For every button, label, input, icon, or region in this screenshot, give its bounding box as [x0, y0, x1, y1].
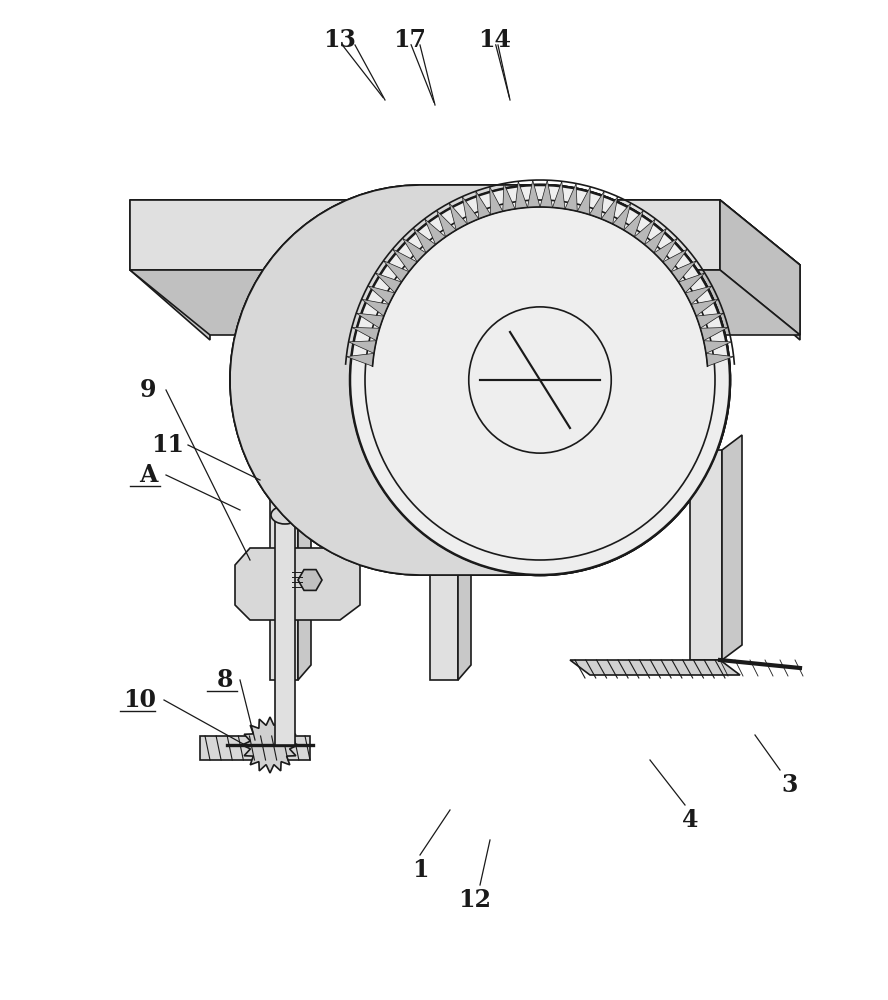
Ellipse shape [350, 185, 730, 575]
Polygon shape [552, 181, 565, 209]
Polygon shape [678, 273, 705, 293]
Text: 4: 4 [682, 808, 698, 832]
Polygon shape [130, 270, 800, 335]
Polygon shape [242, 717, 298, 773]
Polygon shape [613, 203, 630, 230]
Bar [200, 736, 310, 760]
Text: 9: 9 [139, 378, 156, 402]
Polygon shape [686, 286, 712, 304]
Text: 8: 8 [217, 668, 234, 692]
Ellipse shape [230, 185, 610, 575]
Polygon shape [540, 180, 552, 207]
Ellipse shape [350, 185, 730, 575]
Polygon shape [130, 200, 800, 265]
Polygon shape [703, 341, 732, 353]
Polygon shape [489, 187, 503, 215]
Polygon shape [424, 219, 446, 244]
Polygon shape [515, 181, 527, 209]
Polygon shape [634, 219, 655, 244]
Polygon shape [298, 435, 311, 680]
Polygon shape [671, 261, 696, 282]
Polygon shape [270, 450, 298, 680]
Polygon shape [503, 183, 515, 211]
Polygon shape [527, 180, 540, 207]
Polygon shape [368, 286, 395, 304]
Polygon shape [720, 200, 800, 340]
Polygon shape [402, 238, 426, 262]
Polygon shape [706, 353, 733, 366]
Polygon shape [449, 203, 467, 230]
Text: 14: 14 [479, 28, 511, 52]
Polygon shape [384, 261, 409, 282]
Polygon shape [601, 197, 618, 224]
Polygon shape [476, 191, 491, 219]
Polygon shape [265, 435, 316, 450]
Polygon shape [645, 228, 667, 253]
Polygon shape [235, 548, 360, 620]
Polygon shape [463, 197, 479, 224]
Polygon shape [356, 313, 384, 328]
Ellipse shape [271, 506, 299, 524]
Text: 17: 17 [393, 28, 426, 52]
Polygon shape [130, 200, 800, 265]
Ellipse shape [230, 185, 610, 575]
Polygon shape [720, 200, 800, 335]
Text: 13: 13 [323, 28, 356, 52]
Polygon shape [349, 341, 377, 353]
Polygon shape [350, 185, 540, 575]
Polygon shape [690, 450, 722, 660]
Polygon shape [298, 570, 322, 590]
Polygon shape [623, 210, 644, 237]
Polygon shape [130, 200, 720, 270]
Text: A: A [139, 463, 157, 487]
Polygon shape [458, 415, 471, 680]
Polygon shape [696, 313, 724, 328]
Polygon shape [662, 249, 687, 272]
Polygon shape [275, 515, 295, 745]
Polygon shape [425, 415, 476, 430]
Polygon shape [654, 238, 678, 262]
Polygon shape [437, 210, 456, 237]
Text: 11: 11 [152, 433, 185, 457]
Polygon shape [361, 299, 389, 316]
Polygon shape [230, 185, 540, 575]
Polygon shape [701, 327, 728, 341]
Text: 10: 10 [123, 688, 156, 712]
Polygon shape [376, 273, 401, 293]
Ellipse shape [350, 185, 730, 575]
Polygon shape [413, 228, 435, 253]
Polygon shape [590, 191, 604, 219]
Polygon shape [565, 183, 577, 211]
Polygon shape [392, 249, 417, 272]
Polygon shape [420, 185, 730, 575]
Text: 1: 1 [412, 858, 428, 882]
Polygon shape [352, 327, 380, 341]
Polygon shape [722, 435, 742, 660]
Polygon shape [346, 353, 374, 366]
Polygon shape [691, 299, 718, 316]
Text: 3: 3 [781, 773, 798, 797]
Text: 12: 12 [458, 888, 491, 912]
Polygon shape [577, 187, 591, 215]
Polygon shape [430, 430, 458, 680]
Polygon shape [130, 200, 210, 340]
Polygon shape [570, 660, 740, 675]
